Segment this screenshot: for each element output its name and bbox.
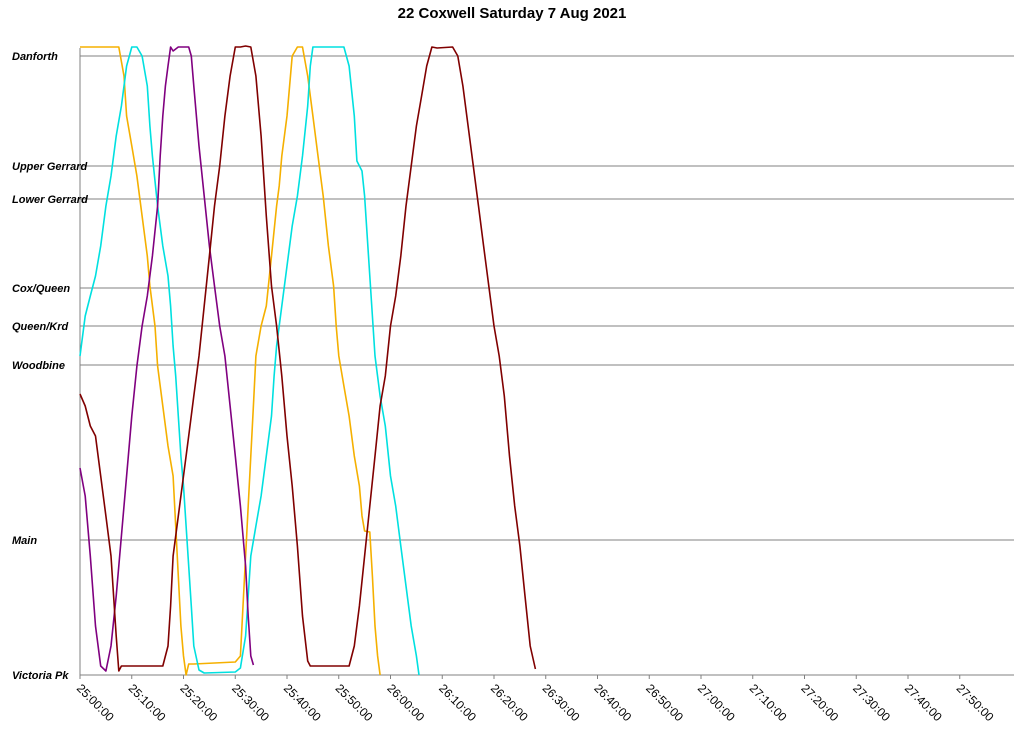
stop-label-3: Cox/Queen (12, 283, 70, 295)
time-label-13: 27:10:00 (747, 681, 790, 724)
time-label-11: 26:50:00 (643, 681, 686, 724)
series-line-0 (80, 47, 380, 675)
stop-labels: Danforth Upper Gerrard Lower Gerrard Cox/Qu… (12, 51, 88, 682)
time-labels: 25:00:00 25:10:00 25:20:00 25:30:00 25:40:00… (74, 681, 997, 724)
stop-label-2: Lower Gerrard (12, 194, 88, 206)
series-line-2 (80, 47, 253, 671)
time-label-10: 26:40:00 (591, 681, 634, 724)
time-label-1: 25:10:00 (126, 681, 169, 724)
time-label-14: 27:20:00 (798, 681, 841, 724)
stop-label-1: Upper Gerrard (12, 161, 87, 173)
series-layer (80, 46, 535, 675)
time-label-9: 26:30:00 (540, 681, 583, 724)
stop-label-6: Main (12, 535, 37, 547)
stop-label-7: Victoria Pk (12, 670, 69, 682)
time-label-0: 25:00:00 (74, 681, 117, 724)
time-label-7: 26:10:00 (436, 681, 479, 724)
time-label-8: 26:20:00 (488, 681, 531, 724)
time-label-3: 25:30:00 (229, 681, 272, 724)
time-label-5: 25:50:00 (333, 681, 376, 724)
time-label-12: 27:00:00 (695, 681, 738, 724)
grid-layer (80, 48, 1014, 679)
stop-label-5: Woodbine (12, 360, 65, 372)
stop-label-4: Queen/Krd (12, 321, 69, 333)
time-label-2: 25:20:00 (177, 681, 220, 724)
time-label-16: 27:40:00 (902, 681, 945, 724)
time-label-6: 26:00:00 (384, 681, 427, 724)
series-line-3 (80, 46, 535, 671)
time-label-15: 27:30:00 (850, 681, 893, 724)
time-label-4: 25:40:00 (281, 681, 324, 724)
stop-label-0: Danforth (12, 51, 58, 63)
time-label-17: 27:50:00 (954, 681, 997, 724)
